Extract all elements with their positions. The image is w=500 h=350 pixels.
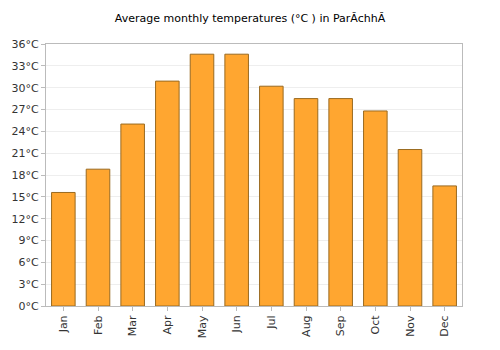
svg-text:27°C: 27°C [12, 103, 39, 116]
svg-text:Dec: Dec [438, 315, 451, 336]
svg-text:Aug: Aug [300, 315, 313, 336]
svg-text:Sep: Sep [334, 315, 347, 336]
svg-text:Jul: Jul [265, 315, 278, 329]
svg-text:Jun: Jun [230, 315, 243, 333]
svg-text:6°C: 6°C [19, 256, 39, 269]
svg-text:Average monthly temperatures (: Average monthly temperatures (°C ) in Pa… [115, 12, 386, 25]
svg-text:36°C: 36°C [12, 38, 39, 51]
svg-text:May: May [196, 315, 209, 338]
svg-text:3°C: 3°C [19, 278, 39, 291]
svg-text:30°C: 30°C [12, 82, 39, 95]
svg-text:Nov: Nov [404, 315, 417, 337]
svg-text:15°C: 15°C [12, 191, 39, 204]
svg-text:18°C: 18°C [12, 169, 39, 182]
svg-text:Feb: Feb [92, 315, 105, 334]
svg-text:33°C: 33°C [12, 60, 39, 73]
svg-text:Apr: Apr [161, 315, 174, 335]
svg-text:9°C: 9°C [19, 234, 39, 247]
svg-text:0°C: 0°C [19, 300, 39, 313]
svg-text:Jan: Jan [57, 315, 70, 333]
svg-text:Oct: Oct [369, 315, 382, 335]
svg-text:21°C: 21°C [12, 147, 39, 160]
svg-text:Mar: Mar [126, 315, 139, 336]
svg-text:24°C: 24°C [12, 125, 39, 138]
svg-text:12°C: 12°C [12, 213, 39, 226]
